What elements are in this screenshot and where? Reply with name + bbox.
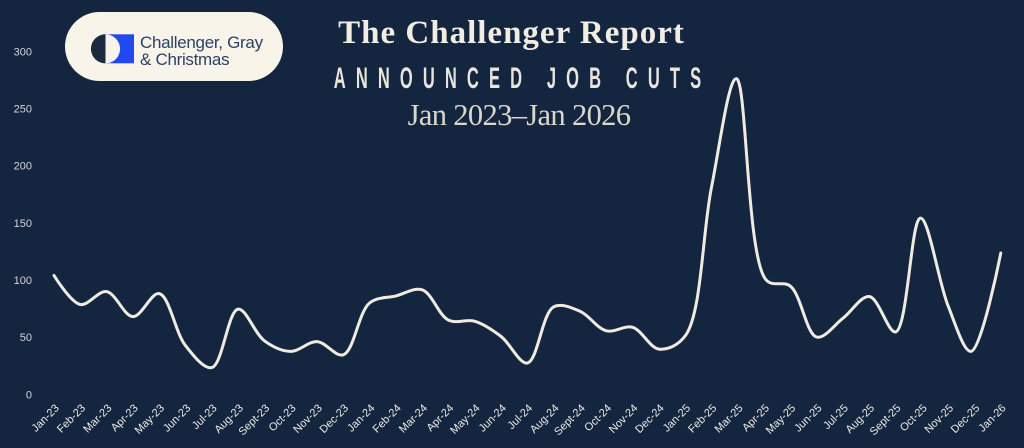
svg-text:Feb-25: Feb-25: [686, 402, 719, 435]
svg-text:200: 200: [14, 161, 32, 173]
svg-text:Jan-26: Jan-26: [976, 402, 1008, 434]
svg-text:100: 100: [14, 275, 32, 287]
svg-text:Dec-25: Dec-25: [949, 402, 983, 436]
svg-text:0: 0: [26, 389, 32, 401]
svg-text:Dec-23: Dec-23: [318, 402, 352, 436]
svg-text:Jun-24: Jun-24: [477, 402, 509, 434]
svg-text:Dec-24: Dec-24: [633, 402, 667, 436]
svg-text:Jun-23: Jun-23: [161, 402, 193, 434]
svg-text:May-23: May-23: [133, 402, 167, 436]
svg-text:50: 50: [20, 332, 32, 344]
svg-text:250: 250: [14, 104, 32, 116]
svg-text:Jun-25: Jun-25: [792, 402, 824, 434]
svg-text:300: 300: [14, 46, 32, 58]
svg-text:Mar-24: Mar-24: [397, 402, 430, 435]
svg-text:Mar-23: Mar-23: [81, 402, 114, 435]
svg-text:Feb-23: Feb-23: [55, 402, 88, 435]
svg-text:May-25: May-25: [764, 402, 798, 436]
svg-text:Feb-24: Feb-24: [371, 402, 404, 435]
svg-text:150: 150: [14, 218, 32, 230]
svg-text:May-24: May-24: [448, 402, 482, 436]
svg-text:Mar-25: Mar-25: [712, 402, 745, 435]
